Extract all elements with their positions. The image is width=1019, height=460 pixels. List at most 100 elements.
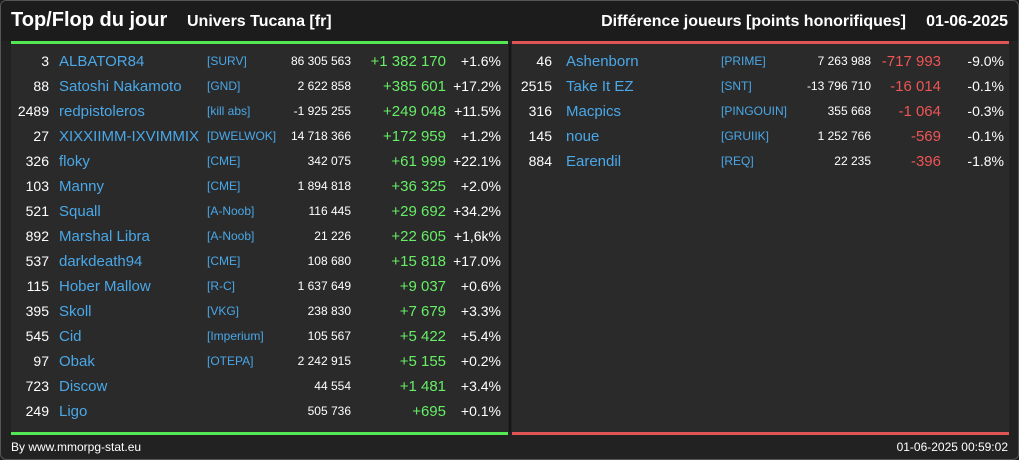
player-name-link[interactable]: Manny xyxy=(59,178,105,195)
points-difference: -16 014 xyxy=(890,78,941,95)
top-row: 892 Marshal Libra [A-Noob] 21 226 +22 605 +1,… xyxy=(11,224,508,249)
points-difference: +5 155 xyxy=(399,353,446,370)
percent-change: +5.4% xyxy=(460,328,501,344)
player-name-link[interactable]: Ashenborn xyxy=(566,53,639,70)
player-points: 505 736 xyxy=(307,404,351,418)
player-points: 86 305 563 xyxy=(290,54,351,68)
alliance-link[interactable]: [PINGOUIN] xyxy=(721,104,788,118)
alliance-link[interactable]: [REQ] xyxy=(721,154,754,168)
player-name-link[interactable]: XIXXIIMM-IXVIMMIX xyxy=(59,128,200,145)
player-name-link[interactable]: Skoll xyxy=(59,303,92,320)
timestamp: 01-06-2025 00:59:02 xyxy=(896,440,1008,454)
alliance-link[interactable]: [A-Noob] xyxy=(207,229,255,243)
points-difference: +172 959 xyxy=(383,128,446,145)
points-difference: +695 xyxy=(412,403,446,420)
alliance-link[interactable]: [PRIME] xyxy=(721,54,766,68)
player-rank: 2515 xyxy=(520,78,552,94)
points-difference: +1 481 xyxy=(399,378,446,395)
player-name-link[interactable]: noue xyxy=(566,128,600,145)
top-row: 3 ALBATOR84 [SURV] 86 305 563 +1 382 170 +1.6… xyxy=(11,49,508,74)
alliance-link[interactable]: [A-Noob] xyxy=(207,204,255,218)
points-difference: +61 999 xyxy=(391,153,446,170)
player-points: 21 226 xyxy=(314,229,351,243)
player-points: 1 252 766 xyxy=(817,129,871,143)
alliance-link[interactable]: [Imperium] xyxy=(207,329,264,343)
player-name-link[interactable]: ALBATOR84 xyxy=(59,53,145,70)
flop-panel-bottom-bar xyxy=(512,432,1009,435)
player-rank: 2489 xyxy=(17,103,49,119)
alliance-link[interactable]: [CME] xyxy=(207,154,241,168)
top-row: 723 Discow 44 554 +1 481 +3.4% xyxy=(11,374,508,399)
alliance-link[interactable]: [SNT] xyxy=(721,79,752,93)
alliance-link[interactable]: [OTEPA] xyxy=(207,354,254,368)
percent-change: +3.3% xyxy=(460,303,501,319)
player-name-link[interactable]: Obak xyxy=(59,353,95,370)
player-points: -13 796 710 xyxy=(806,79,871,93)
points-difference: +9 037 xyxy=(399,278,446,295)
player-name-link[interactable]: darkdeath94 xyxy=(59,253,143,270)
player-name-link[interactable]: Ligo xyxy=(59,403,88,420)
percent-change: +11.5% xyxy=(454,103,501,119)
top-panel-bar xyxy=(11,41,508,44)
alliance-link[interactable]: [GND] xyxy=(207,79,241,93)
flop-row: 145 noue [GRUIIK] 1 252 766 -569 -0.1% xyxy=(512,124,1009,149)
player-name-link[interactable]: floky xyxy=(59,153,90,170)
alliance-link[interactable]: [SURV] xyxy=(207,54,247,68)
percent-change: +0.1% xyxy=(460,403,501,419)
alliance-link[interactable]: [CME] xyxy=(207,179,241,193)
player-rank: 249 xyxy=(25,403,49,419)
percent-change: +1.6% xyxy=(460,53,501,69)
player-rank: 884 xyxy=(528,153,552,169)
player-name-link[interactable]: Take It EZ xyxy=(566,78,634,95)
player-name-link[interactable]: Squall xyxy=(59,203,101,220)
alliance-link[interactable]: [kill abs] xyxy=(207,104,251,118)
player-points: 1 894 818 xyxy=(297,179,351,193)
header: Top/Flop du jour Univers Tucana [fr] Dif… xyxy=(1,1,1018,41)
points-difference: +249 048 xyxy=(383,103,446,120)
top-row: 521 Squall [A-Noob] 116 445 +29 692 +34.2% xyxy=(11,199,508,224)
player-name-link[interactable]: Marshal Libra xyxy=(59,228,150,245)
percent-change: +17.2% xyxy=(453,78,501,94)
panel-divider xyxy=(509,44,511,432)
alliance-link[interactable]: [CME] xyxy=(207,254,241,268)
player-rank: 46 xyxy=(536,53,552,69)
player-name-link[interactable]: Earendil xyxy=(566,153,622,170)
top-row: 97 Obak [OTEPA] 2 242 915 +5 155 +0.2% xyxy=(11,349,508,374)
alliance-link[interactable]: [DWELWOK] xyxy=(207,129,277,143)
alliance-link[interactable]: [VKG] xyxy=(207,304,240,318)
percent-change: +0.2% xyxy=(460,353,501,369)
top-row: 115 Hober Mallow [R-C] 1 637 649 +9 037 +0.6% xyxy=(11,274,508,299)
flop-row: 884 Earendil [REQ] 22 235 -396 -1.8% xyxy=(512,149,1009,174)
percent-change: -0.1% xyxy=(967,78,1004,94)
percent-change: -0.1% xyxy=(967,128,1004,144)
player-rank: 115 xyxy=(26,278,49,294)
top-row: 2489 redpistoleros [kill abs] -1 925 255 +24… xyxy=(11,99,508,124)
player-name-link[interactable]: Discow xyxy=(59,378,108,395)
percent-change: -9.0% xyxy=(967,53,1004,69)
date-label: 01-06-2025 xyxy=(926,13,1008,30)
player-points: 44 554 xyxy=(314,379,351,393)
player-rank: 103 xyxy=(25,178,49,194)
percent-change: +1,6k% xyxy=(453,228,501,244)
player-points: 355 668 xyxy=(827,104,871,118)
player-points: 108 680 xyxy=(307,254,351,268)
player-points: 1 637 649 xyxy=(297,279,351,293)
flop-row: 46 Ashenborn [PRIME] 7 263 988 -717 993 -9.0% xyxy=(512,49,1009,74)
player-name-link[interactable]: Satoshi Nakamoto xyxy=(59,78,182,95)
top-players-panel: 3 ALBATOR84 [SURV] 86 305 563 +1 382 170 +1.6… xyxy=(11,44,508,432)
alliance-link[interactable]: [R-C] xyxy=(207,279,235,293)
flop-panel-bar xyxy=(512,41,1009,44)
points-difference: +5 422 xyxy=(399,328,446,345)
points-difference: -717 993 xyxy=(881,53,941,70)
source-credit[interactable]: By www.mmorpg-stat.eu xyxy=(11,440,142,454)
player-name-link[interactable]: Cid xyxy=(59,328,82,345)
player-rank: 395 xyxy=(25,303,49,319)
player-rank: 316 xyxy=(528,103,552,119)
player-name-link[interactable]: redpistoleros xyxy=(59,103,145,120)
player-name-link[interactable]: Hober Mallow xyxy=(59,278,151,295)
alliance-link[interactable]: [GRUIIK] xyxy=(721,129,770,143)
top-row: 326 floky [CME] 342 075 +61 999 +22.1% xyxy=(11,149,508,174)
player-rank: 326 xyxy=(25,153,49,169)
player-rank: 97 xyxy=(33,353,49,369)
player-name-link[interactable]: Macpics xyxy=(566,103,622,120)
